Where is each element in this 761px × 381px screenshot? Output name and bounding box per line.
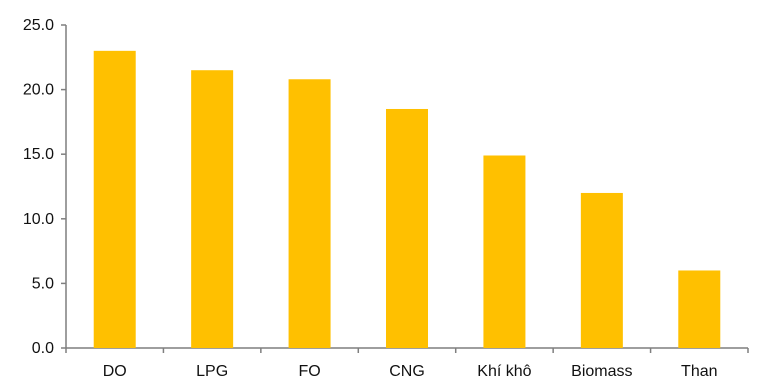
bar-cng bbox=[386, 108, 428, 348]
y-tick-label: 20.0 bbox=[23, 82, 54, 99]
bar-lpg bbox=[191, 70, 234, 348]
x-category-label: Than bbox=[681, 363, 717, 380]
y-tick-label: 5.0 bbox=[32, 275, 54, 292]
bar-khí-khô bbox=[483, 155, 526, 348]
x-category-label: FO bbox=[298, 363, 320, 380]
x-category-label: CNG bbox=[389, 363, 425, 380]
x-category-label: DO bbox=[103, 363, 127, 380]
bar-biomass bbox=[580, 192, 623, 348]
y-tick-label: 10.0 bbox=[23, 211, 54, 228]
y-axis: 0.0 5.0 10.0 15.0 20.0 25.0 bbox=[23, 17, 67, 357]
y-tick-label: 25.0 bbox=[23, 17, 54, 34]
bar-series bbox=[93, 50, 721, 349]
x-category-label: Khí khô bbox=[477, 363, 531, 380]
y-tick-label: 0.0 bbox=[32, 340, 54, 357]
x-category-label: LPG bbox=[196, 363, 228, 380]
x-category-label: Biomass bbox=[571, 363, 632, 380]
category-labels: DO LPG FO CNG Khí khô Biomass Than bbox=[103, 363, 718, 380]
bar-fo bbox=[288, 79, 331, 348]
bar-do bbox=[93, 50, 136, 349]
bar-than bbox=[678, 270, 721, 348]
x-axis bbox=[65, 347, 749, 353]
y-tick-label: 15.0 bbox=[23, 146, 54, 163]
